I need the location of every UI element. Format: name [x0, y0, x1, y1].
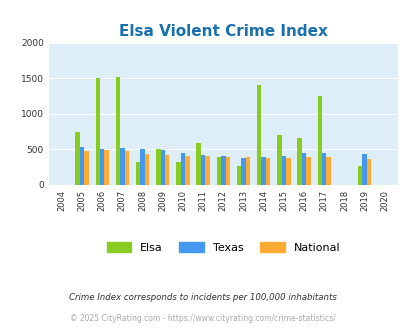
- Bar: [321, 152, 326, 185]
- Bar: [145, 154, 149, 185]
- Bar: [95, 79, 100, 185]
- Bar: [245, 157, 249, 185]
- Bar: [164, 155, 169, 185]
- Bar: [326, 157, 330, 185]
- Bar: [236, 166, 241, 185]
- Bar: [362, 154, 366, 185]
- Bar: [256, 85, 261, 185]
- Legend: Elsa, Texas, National: Elsa, Texas, National: [102, 237, 343, 257]
- Bar: [216, 157, 221, 185]
- Bar: [176, 162, 180, 185]
- Bar: [196, 143, 200, 185]
- Bar: [200, 155, 205, 185]
- Text: © 2025 CityRating.com - https://www.cityrating.com/crime-statistics/: © 2025 CityRating.com - https://www.city…: [70, 314, 335, 323]
- Title: Elsa Violent Crime Index: Elsa Violent Crime Index: [119, 24, 327, 39]
- Bar: [265, 158, 270, 185]
- Bar: [317, 96, 321, 185]
- Bar: [100, 148, 104, 185]
- Bar: [366, 158, 370, 185]
- Bar: [225, 157, 229, 185]
- Bar: [277, 136, 281, 185]
- Bar: [180, 152, 185, 185]
- Bar: [156, 149, 160, 185]
- Bar: [160, 150, 164, 185]
- Bar: [281, 156, 286, 185]
- Bar: [221, 156, 225, 185]
- Text: Crime Index corresponds to incidents per 100,000 inhabitants: Crime Index corresponds to incidents per…: [69, 292, 336, 302]
- Bar: [286, 158, 290, 185]
- Bar: [305, 157, 310, 185]
- Bar: [301, 153, 305, 185]
- Bar: [241, 158, 245, 185]
- Bar: [296, 138, 301, 185]
- Bar: [140, 149, 145, 185]
- Bar: [84, 151, 88, 185]
- Bar: [75, 132, 80, 185]
- Bar: [357, 166, 362, 185]
- Bar: [124, 151, 129, 185]
- Bar: [120, 148, 124, 185]
- Bar: [136, 162, 140, 185]
- Bar: [205, 156, 209, 185]
- Bar: [80, 147, 84, 185]
- Bar: [261, 157, 265, 185]
- Bar: [115, 77, 120, 185]
- Bar: [104, 150, 109, 185]
- Bar: [185, 156, 189, 185]
